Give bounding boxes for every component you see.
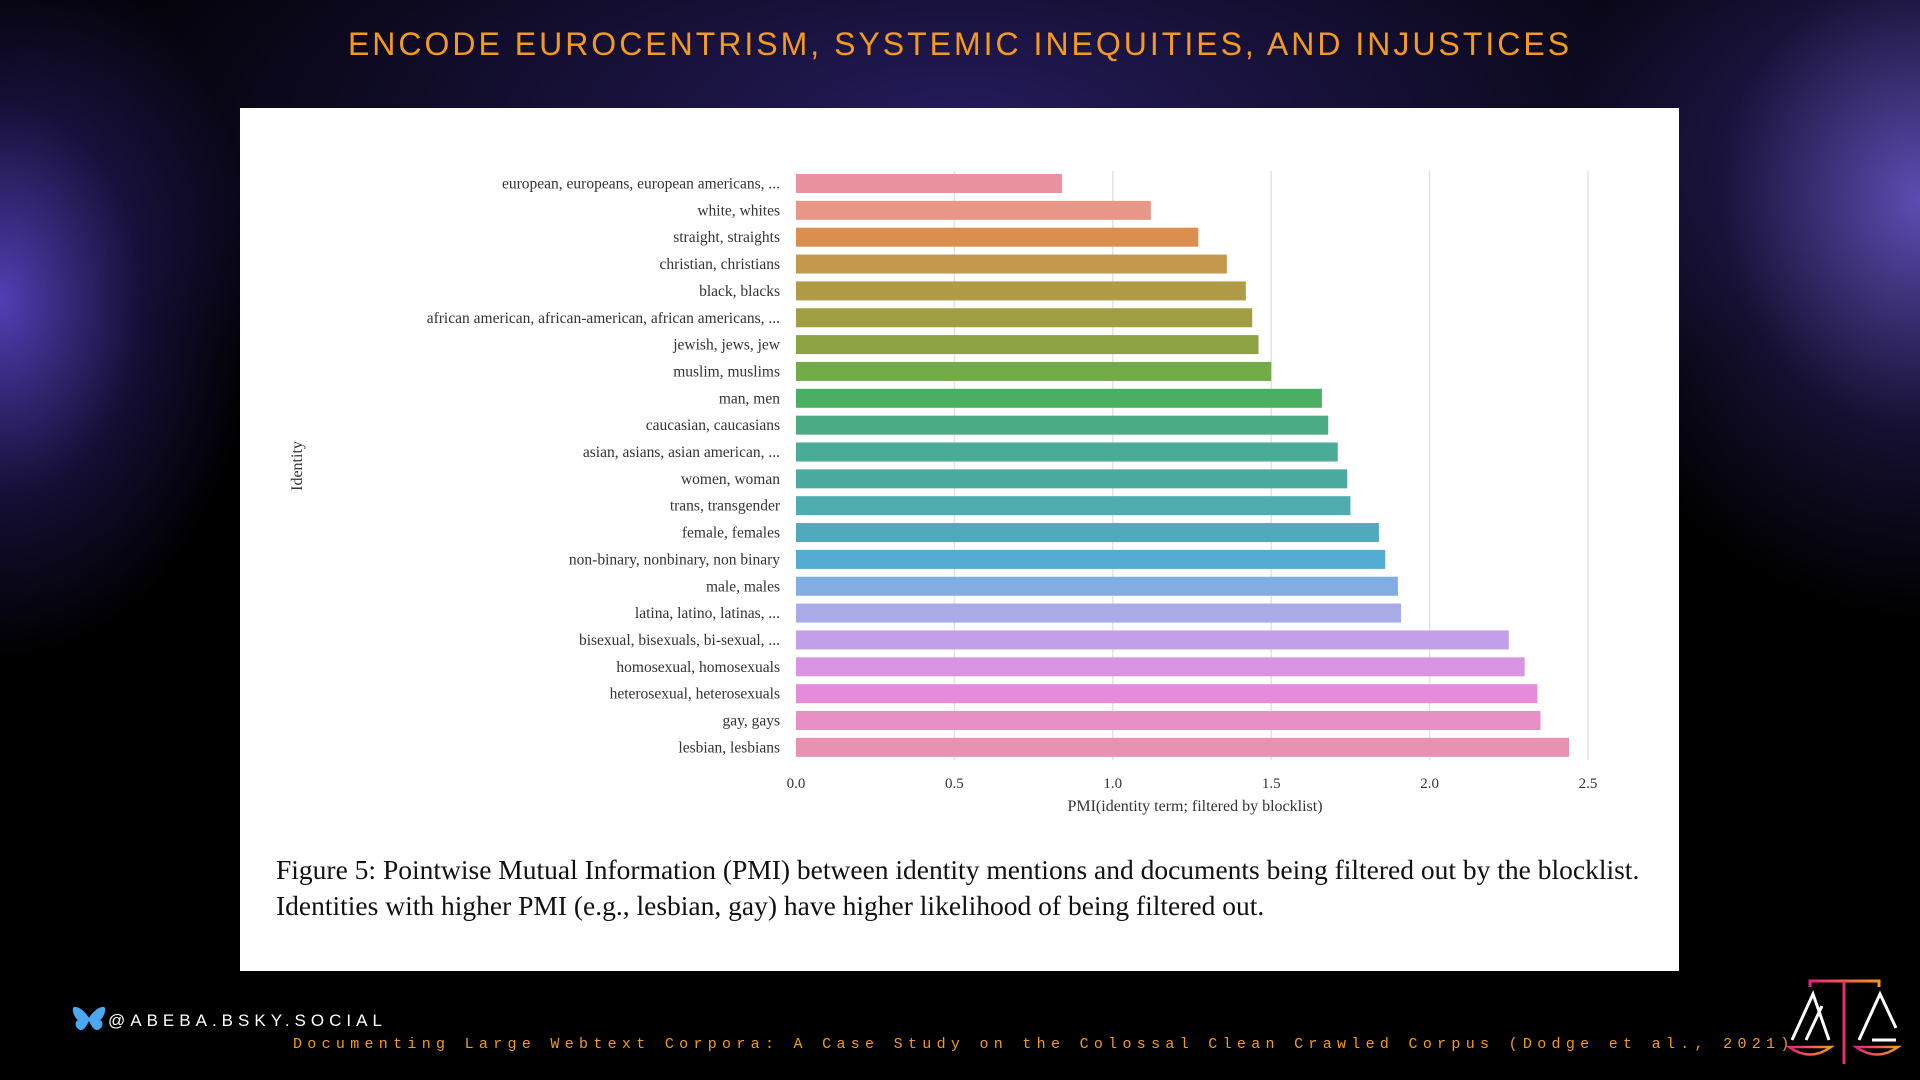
y-tick-label: male, males (706, 578, 780, 595)
y-tick-label: christian, christians (659, 256, 780, 273)
bar (796, 496, 1351, 516)
bar (796, 174, 1063, 193)
bar (796, 523, 1379, 543)
bar (796, 361, 1272, 381)
y-tick-label: jewish, jews, jew (672, 337, 781, 354)
y-tick-label: muslim, muslims (673, 363, 780, 380)
bar (796, 200, 1151, 220)
citation: Documenting Large Webtext Corpora: A Cas… (293, 1036, 1795, 1053)
y-tick-label: european, europeans, european americans,… (502, 176, 780, 193)
y-tick-label: lesbian, lesbians (678, 739, 780, 756)
y-axis-label: Identity (289, 441, 306, 491)
bluesky-butterfly-icon (72, 1006, 106, 1031)
y-tick-label: african american, african-american, afri… (427, 310, 780, 327)
x-tick-label: 2.5 (1579, 776, 1598, 792)
x-axis-label: PMI(identity term; filtered by blocklist… (1067, 798, 1322, 815)
x-tick-label: 1.5 (1262, 776, 1281, 792)
bar (796, 737, 1569, 757)
y-tick-label: women, woman (681, 471, 780, 488)
y-tick-label: straight, straights (673, 229, 780, 246)
bar (796, 281, 1246, 301)
bar (796, 415, 1329, 435)
figure-panel: european, europeans, european americans,… (240, 108, 1679, 971)
bar (796, 442, 1338, 462)
social-handle[interactable]: @ABEBA.BSKY.SOCIAL (108, 1011, 387, 1030)
bar (796, 254, 1227, 274)
bar (796, 227, 1199, 247)
y-tick-label: man, men (719, 390, 780, 407)
x-tick-label: 1.0 (1103, 776, 1122, 792)
scales-of-justice-logo-icon (1785, 979, 1902, 1064)
y-tick-label: white, whites (697, 202, 780, 219)
x-tick-label: 2.0 (1420, 776, 1439, 792)
slide-title: ENCODE EUROCENTRISM, SYSTEMIC INEQUITIES… (347, 26, 1573, 62)
y-tick-label: heterosexual, heterosexuals (610, 686, 780, 703)
x-tick-label: 0.5 (945, 776, 964, 792)
y-tick-label: gay, gays (722, 713, 780, 730)
bar (796, 388, 1322, 408)
bar (796, 630, 1509, 650)
bar (796, 657, 1525, 677)
bar (796, 711, 1541, 730)
bar (796, 335, 1259, 355)
y-tick-label: female, females (682, 525, 780, 542)
y-tick-label: latina, latino, latinas, ... (635, 605, 780, 622)
bar (796, 469, 1348, 489)
y-tick-label: caucasian, caucasians (646, 417, 780, 434)
y-tick-label: trans, transgender (670, 498, 781, 515)
y-tick-label: black, blacks (699, 283, 780, 300)
bar (796, 576, 1398, 596)
y-tick-label: non-binary, nonbinary, non binary (569, 551, 780, 568)
bar (796, 549, 1386, 569)
x-tick-label: 0.0 (787, 776, 806, 792)
pmi-bar-chart: european, europeans, european americans,… (289, 171, 1598, 815)
y-tick-label: homosexual, homosexuals (616, 659, 780, 676)
y-tick-label: bisexual, bisexuals, bi-sexual, ... (579, 632, 780, 649)
bar (796, 603, 1402, 623)
figure-caption: Figure 5: Pointwise Mutual Information (… (276, 854, 1640, 921)
bar (796, 684, 1538, 704)
y-tick-label: asian, asians, asian american, ... (583, 444, 780, 461)
bar (796, 308, 1253, 328)
